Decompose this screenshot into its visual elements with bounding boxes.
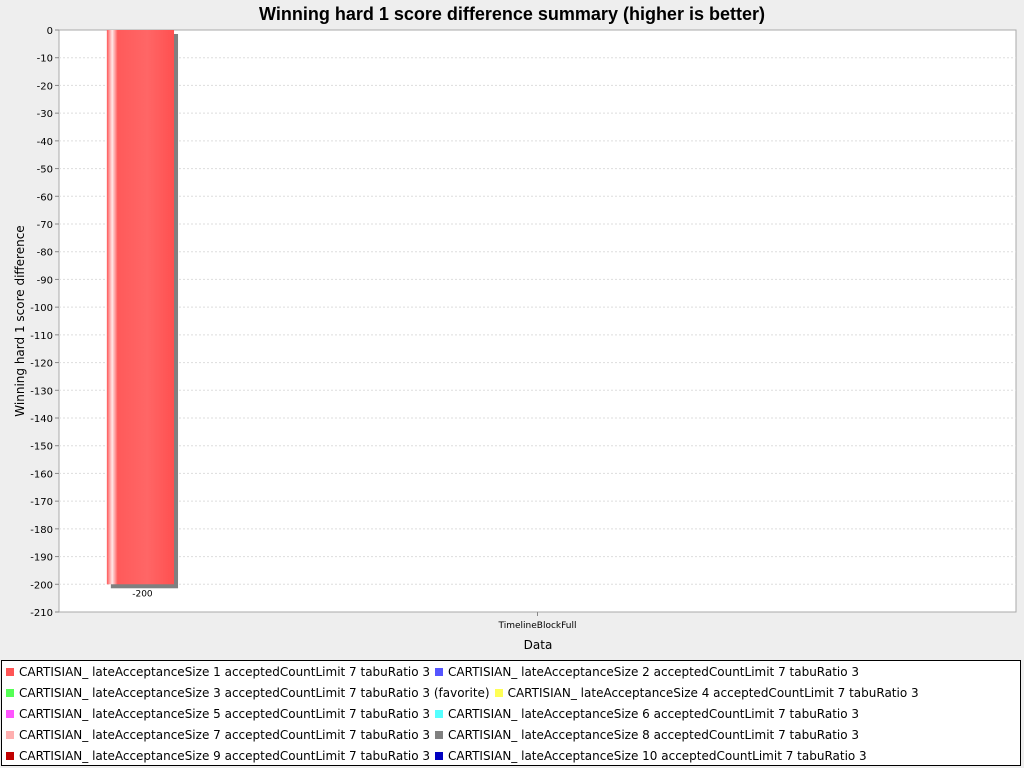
legend-swatch (435, 710, 444, 718)
y-tick-label: -80 (37, 248, 53, 259)
legend-item: CARTISIAN_ lateAcceptanceSize 9 accepted… (6, 746, 430, 767)
legend-label: CARTISIAN_ lateAcceptanceSize 1 accepted… (19, 665, 431, 679)
legend-swatch (435, 668, 444, 676)
x-axis-categories: TimelineBlockFull (498, 612, 577, 631)
y-tick-label: -120 (30, 359, 53, 370)
y-tick-label: -150 (30, 442, 53, 453)
bar (106, 30, 175, 585)
legend-item: CARTISIAN_ lateAcceptanceSize 2 accepted… (435, 662, 859, 683)
legend-item: CARTISIAN_ lateAcceptanceSize 7 accepted… (6, 725, 430, 746)
legend-swatch (6, 752, 14, 760)
legend-row: CARTISIAN_ lateAcceptanceSize 9 accepted… (6, 746, 1020, 767)
legend-label: CARTISIAN_ lateAcceptanceSize 3 accepted… (19, 686, 490, 700)
y-tick-label: -100 (30, 303, 53, 314)
x-tick-label: TimelineBlockFull (498, 621, 577, 631)
legend-row: CARTISIAN_ lateAcceptanceSize 5 accepted… (6, 704, 1020, 725)
y-tick-label: -20 (37, 81, 53, 92)
legend-label: CARTISIAN_ lateAcceptanceSize 2 accepted… (448, 665, 860, 679)
legend-swatch (6, 689, 14, 697)
chart-title: Winning hard 1 score difference summary … (259, 4, 765, 24)
legend-label: CARTISIAN_ lateAcceptanceSize 6 accepted… (448, 707, 860, 721)
legend-swatch (435, 731, 444, 739)
y-tick-label: -60 (37, 192, 53, 203)
legend-swatch (6, 710, 14, 718)
y-tick-label: -200 (30, 580, 53, 591)
legend-item: CARTISIAN_ lateAcceptanceSize 6 accepted… (435, 704, 859, 725)
bars: -200 (106, 30, 179, 599)
legend-swatch (494, 689, 503, 697)
bar-data-label: -200 (132, 589, 153, 599)
legend-item: CARTISIAN_ lateAcceptanceSize 3 accepted… (6, 683, 490, 704)
y-tick-label: -160 (30, 469, 53, 480)
legend-label: CARTISIAN_ lateAcceptanceSize 5 accepted… (19, 707, 431, 721)
y-axis-ticks: 0 -10 -20 -30 -40 -50 -60 -70 -80 -90 -100 -110 -120… (30, 26, 59, 619)
plot-area (58, 29, 1017, 613)
legend-swatch (6, 668, 14, 676)
legend-item: CARTISIAN_ lateAcceptanceSize 1 accepted… (6, 662, 430, 683)
legend-row: CARTISIAN_ lateAcceptanceSize 7 accepted… (6, 725, 1020, 746)
x-axis-label: Data (524, 638, 553, 652)
grid-lines (59, 57, 1016, 585)
chart: Winning hard 1 score difference summary … (13, 4, 1017, 652)
legend-row: CARTISIAN_ lateAcceptanceSize 1 accepted… (6, 662, 1020, 683)
legend-item: CARTISIAN_ lateAcceptanceSize 10 accepte… (435, 746, 867, 767)
legend: CARTISIAN_ lateAcceptanceSize 1 accepted… (1, 660, 1021, 766)
y-tick-label: -30 (37, 109, 53, 120)
y-tick-label: -180 (30, 525, 53, 536)
y-tick-label: -10 (37, 54, 53, 65)
y-tick-label: -70 (37, 220, 53, 231)
legend-label: CARTISIAN_ lateAcceptanceSize 8 accepted… (448, 728, 860, 742)
y-tick-label: -190 (30, 553, 53, 564)
y-tick-label: -50 (37, 165, 53, 176)
legend-item: CARTISIAN_ lateAcceptanceSize 8 accepted… (435, 725, 859, 746)
legend-label: CARTISIAN_ lateAcceptanceSize 9 accepted… (19, 749, 431, 763)
legend-label: CARTISIAN_ lateAcceptanceSize 7 accepted… (19, 728, 431, 742)
y-tick-label: -140 (30, 414, 53, 425)
legend-swatch (6, 731, 14, 739)
legend-row: CARTISIAN_ lateAcceptanceSize 3 accepted… (6, 683, 1020, 704)
legend-item: CARTISIAN_ lateAcceptanceSize 5 accepted… (6, 704, 430, 725)
legend-label: CARTISIAN_ lateAcceptanceSize 10 accepte… (448, 749, 867, 763)
legend-item: CARTISIAN_ lateAcceptanceSize 4 accepted… (494, 683, 919, 704)
y-axis-label: Winning hard 1 score difference (13, 225, 27, 416)
y-tick-label: -40 (37, 137, 53, 148)
legend-swatch (435, 752, 444, 760)
legend-label: CARTISIAN_ lateAcceptanceSize 4 accepted… (507, 686, 919, 700)
y-tick-label: 0 (47, 26, 53, 37)
y-tick-label: -90 (37, 275, 53, 286)
y-tick-label: -110 (30, 331, 53, 342)
y-tick-label: -130 (30, 386, 53, 397)
y-tick-label: -170 (30, 497, 53, 508)
y-tick-label: -210 (30, 608, 53, 619)
